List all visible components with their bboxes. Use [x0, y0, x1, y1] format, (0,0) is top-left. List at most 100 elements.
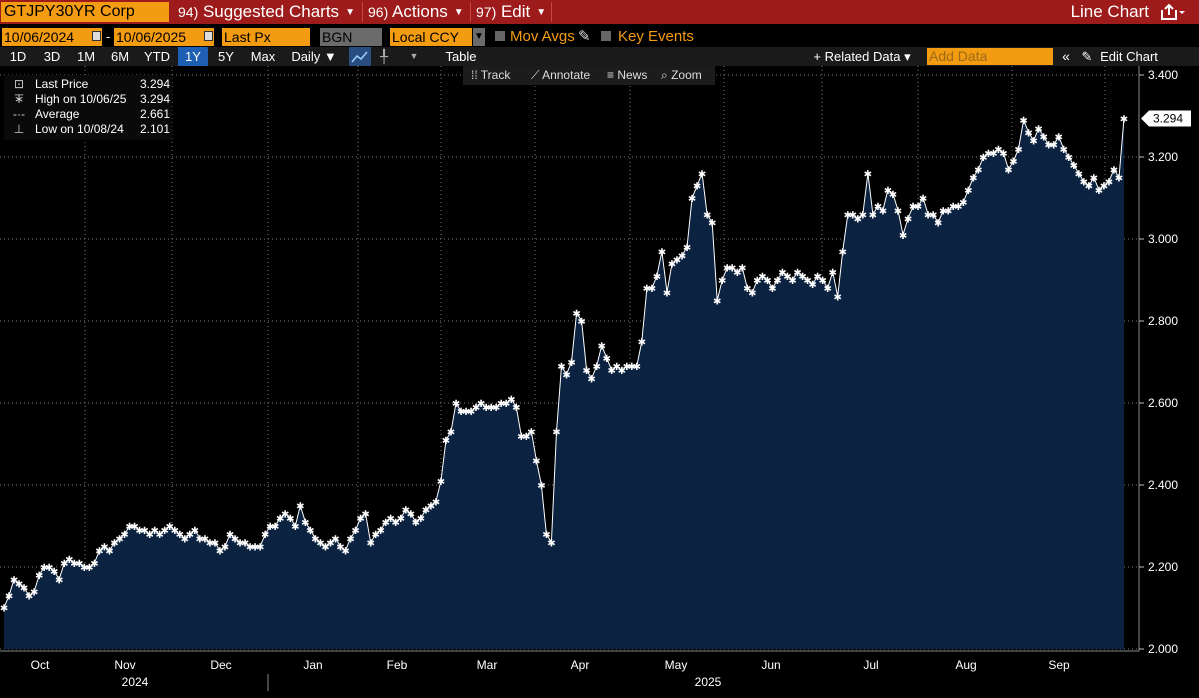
price-point: ✱ — [959, 198, 967, 209]
price-point: ✱ — [698, 169, 706, 180]
x-tick-label: Jan — [303, 658, 322, 672]
price-point: ✱ — [402, 506, 410, 517]
price-point: ✱ — [442, 436, 450, 447]
ticker-field[interactable]: GTJPY30YR Corp — [1, 2, 169, 22]
zoom-tool[interactable]: ⌕ Zoom — [661, 68, 702, 82]
source-field[interactable]: BGN — [320, 28, 382, 46]
annotate-tool[interactable]: ⟋ Annotate — [531, 68, 591, 82]
price-point: ✱ — [1034, 124, 1042, 135]
table-button[interactable]: Table — [445, 49, 477, 64]
price-point: ✱ — [618, 366, 626, 377]
range-ytd[interactable]: YTD — [144, 49, 170, 64]
range-1d[interactable]: 1D — [9, 49, 27, 64]
price-point: ✱ — [628, 362, 636, 373]
legend-last-price[interactable]: ⊡ ∗ Last Price 3.294 — [4, 77, 172, 106]
price-point: ✱ — [221, 543, 229, 554]
price-point: ✱ — [929, 210, 937, 221]
chevron-down-icon[interactable]: ▼ — [409, 51, 419, 61]
calendar-icon[interactable] — [204, 31, 213, 41]
legend-average[interactable]: -·- Average 2.661 — [4, 107, 172, 122]
price-point: ✱ — [55, 575, 63, 586]
price-point: ✱ — [150, 526, 158, 537]
x-tick-label: Feb — [387, 658, 408, 672]
key-events-label[interactable]: Key Events — [618, 28, 694, 45]
range-1y[interactable]: 1Y — [178, 47, 208, 66]
range-6m[interactable]: 6M — [110, 49, 130, 64]
collapse-icon[interactable]: « — [1062, 48, 1070, 64]
price-point: ✱ — [105, 547, 113, 558]
price-point: ✱ — [80, 563, 88, 574]
pencil-icon[interactable]: ✎ — [578, 28, 591, 45]
divider — [362, 2, 363, 22]
range-5y[interactable]: 5Y — [218, 49, 234, 64]
range-3d[interactable]: 3D — [43, 49, 61, 64]
mov-avgs-checkbox[interactable] — [495, 31, 505, 41]
price-point: ✱ — [397, 514, 405, 525]
price-point: ✱ — [502, 399, 510, 410]
mov-avgs-label[interactable]: Mov Avgs — [510, 28, 575, 45]
range-max[interactable]: Max — [250, 49, 276, 64]
actions-menu[interactable]: 96) Actions ▼ — [368, 2, 464, 21]
frequency-select[interactable]: Daily ▼ — [291, 49, 337, 64]
line-chart-icon[interactable] — [349, 47, 371, 66]
legend-high[interactable]: ⊤ High on 10/06/25 3.294 — [4, 92, 172, 107]
x-tick-label: Jun — [761, 658, 780, 672]
price-point: ✱ — [326, 538, 334, 549]
calendar-icon[interactable] — [92, 31, 101, 41]
price-point: ✱ — [311, 534, 319, 545]
last-value-tag: 3.294 — [1141, 110, 1191, 127]
price-chart[interactable]: ✱✱✱✱✱✱✱✱✱✱✱✱✱✱✱✱✱✱✱✱✱✱✱✱✱✱✱✱✱✱✱✱✱✱✱✱✱✱✱✱… — [0, 66, 1199, 698]
legend-low[interactable]: ⊥ Low on 10/08/24 2.101 — [4, 122, 172, 137]
range-1m[interactable]: 1M — [76, 49, 96, 64]
price-point: ✱ — [1095, 186, 1103, 197]
range-toolbar: 1D 3D 1M 6M YTD 1Y 5Y Max Daily ▼ ╀ ▼ Ta… — [0, 47, 1199, 66]
price-point: ✱ — [582, 366, 590, 377]
price-field-select[interactable]: Last Px — [222, 28, 310, 46]
price-point: ✱ — [351, 526, 359, 537]
price-point: ✱ — [1070, 161, 1078, 172]
year-label: 2024 — [122, 675, 149, 689]
price-point: ✱ — [542, 530, 550, 541]
price-point: ✱ — [658, 247, 666, 258]
price-point: ✱ — [176, 530, 184, 541]
price-point: ✱ — [467, 407, 475, 418]
currency-select[interactable]: Local CCY — [390, 28, 472, 46]
export-icon[interactable] — [1159, 3, 1185, 21]
track-tool[interactable]: ⁞⁞ Track — [471, 68, 511, 82]
currency-dropdown-icon[interactable]: ▼ — [473, 28, 485, 46]
related-data-button[interactable]: + Related Data ▾ — [813, 49, 911, 64]
price-point: ✱ — [768, 284, 776, 295]
start-date-field[interactable]: 10/06/2024 — [2, 28, 102, 46]
price-point: ✱ — [482, 403, 490, 414]
edit-menu[interactable]: 97) Edit ▼ — [476, 2, 547, 21]
asterisk-icon: ⊡ ∗ — [13, 77, 25, 106]
bar-chart-icon[interactable]: ╀ — [380, 49, 388, 64]
price-point: ✱ — [261, 530, 269, 541]
price-point: ✱ — [361, 510, 369, 521]
price-point: ✱ — [592, 362, 600, 373]
price-point: ✱ — [839, 247, 847, 258]
price-point: ✱ — [10, 575, 18, 586]
price-point: ✱ — [537, 481, 545, 492]
price-point: ✱ — [5, 592, 13, 603]
end-date-field[interactable]: 10/06/2025 — [114, 28, 214, 46]
price-point: ✱ — [487, 403, 495, 414]
edit-chart-button[interactable]: Edit Chart — [1100, 49, 1158, 64]
price-point: ✱ — [30, 588, 38, 599]
key-events-checkbox[interactable] — [601, 31, 611, 41]
price-point: ✱ — [246, 543, 254, 554]
price-point: ✱ — [949, 202, 957, 213]
add-data-input[interactable]: Add Data — [927, 48, 1053, 65]
price-point: ✱ — [256, 543, 264, 554]
news-tool[interactable]: ≡ News — [607, 68, 648, 82]
price-point: ✱ — [392, 518, 400, 529]
price-point: ✱ — [899, 231, 907, 242]
price-point: ✱ — [15, 579, 23, 590]
price-point: ✱ — [914, 202, 922, 213]
price-point: ✱ — [864, 169, 872, 180]
pencil-icon: ✎ — [1081, 49, 1093, 64]
price-point: ✱ — [1049, 141, 1057, 152]
price-point: ✱ — [331, 534, 339, 545]
suggested-charts-menu[interactable]: 94) Suggested Charts ▼ — [178, 2, 355, 21]
price-point: ✱ — [60, 559, 68, 570]
